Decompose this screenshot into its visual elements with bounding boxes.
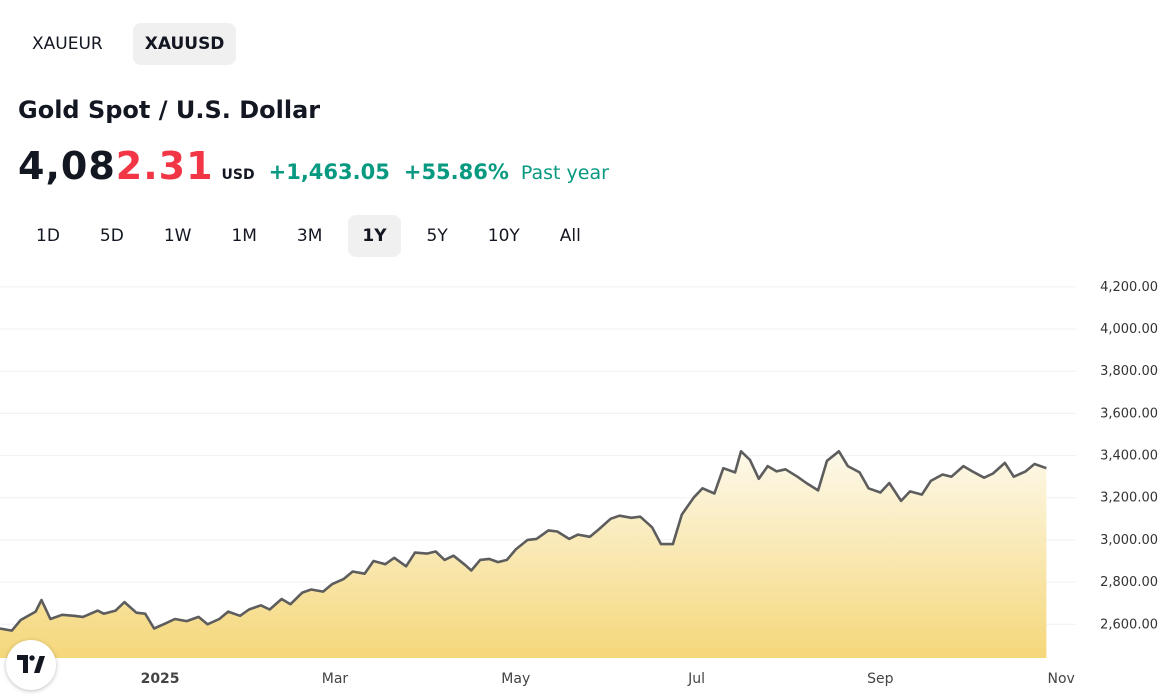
price-chart[interactable]: 2,600.00 2,800.00 3,000.00 3,200.00 3,400.00… — [0, 270, 1173, 695]
range-1y[interactable]: 1Y — [348, 215, 401, 257]
y-tick-label: 4,000.00 — [1100, 322, 1158, 337]
y-tick-label: 2,800.00 — [1100, 575, 1158, 590]
price-row: 4,08 2.31 USD +1,463.05 +55.86% Past yea… — [18, 144, 609, 188]
y-tick-label: 2,600.00 — [1100, 617, 1158, 632]
period-label: Past year — [520, 162, 609, 184]
price-change: +1,463.05 — [268, 160, 390, 184]
y-tick-label: 4,200.00 — [1100, 280, 1158, 295]
range-10y[interactable]: 10Y — [487, 226, 520, 246]
tradingview-logo-icon[interactable] — [6, 640, 56, 690]
price-change-percent: +55.86% — [403, 160, 509, 184]
range-1d[interactable]: 1D — [36, 226, 60, 246]
chart-grid — [0, 286, 1076, 625]
x-tick-label: May — [501, 671, 530, 687]
currency-label: USD — [221, 167, 255, 183]
range-3m[interactable]: 3M — [296, 226, 323, 246]
x-tick-label: Jul — [687, 671, 705, 687]
price-last-digits: 2.31 — [115, 144, 214, 188]
y-tick-label: 3,800.00 — [1100, 364, 1158, 379]
symbol-tab-xaueur[interactable]: XAUEUR — [32, 34, 103, 54]
y-axis: 2,600.00 2,800.00 3,000.00 3,200.00 3,400.00… — [1100, 280, 1158, 632]
x-tick-label: Mar — [322, 671, 349, 687]
x-tick-label: Nov — [1048, 671, 1075, 687]
y-tick-label: 3,200.00 — [1100, 491, 1158, 506]
range-1m[interactable]: 1M — [231, 226, 257, 246]
price-line — [0, 450, 1047, 632]
instrument-title: Gold Spot / U.S. Dollar — [18, 96, 321, 124]
range-5y[interactable]: 5Y — [426, 226, 448, 246]
y-tick-label: 3,000.00 — [1100, 533, 1158, 548]
y-tick-label: 3,600.00 — [1100, 406, 1158, 421]
price-main: 4,08 — [18, 144, 116, 188]
x-tick-label: Sep — [867, 671, 894, 687]
range-5d[interactable]: 5D — [99, 226, 124, 246]
symbol-tab-xauusd[interactable]: XAUUSD — [132, 23, 237, 65]
range-all[interactable]: All — [559, 226, 581, 246]
y-tick-label: 3,400.00 — [1100, 449, 1158, 464]
x-tick-label: 2025 — [141, 671, 180, 687]
range-selector: 1D 5D 1W 1M 3M 1Y 5Y 10Y All — [22, 215, 607, 257]
symbol-tabs: XAUEUR XAUUSD — [20, 23, 237, 65]
x-axis: 2025 Mar May Jul Sep Nov — [141, 671, 1075, 687]
range-1w[interactable]: 1W — [163, 226, 192, 246]
